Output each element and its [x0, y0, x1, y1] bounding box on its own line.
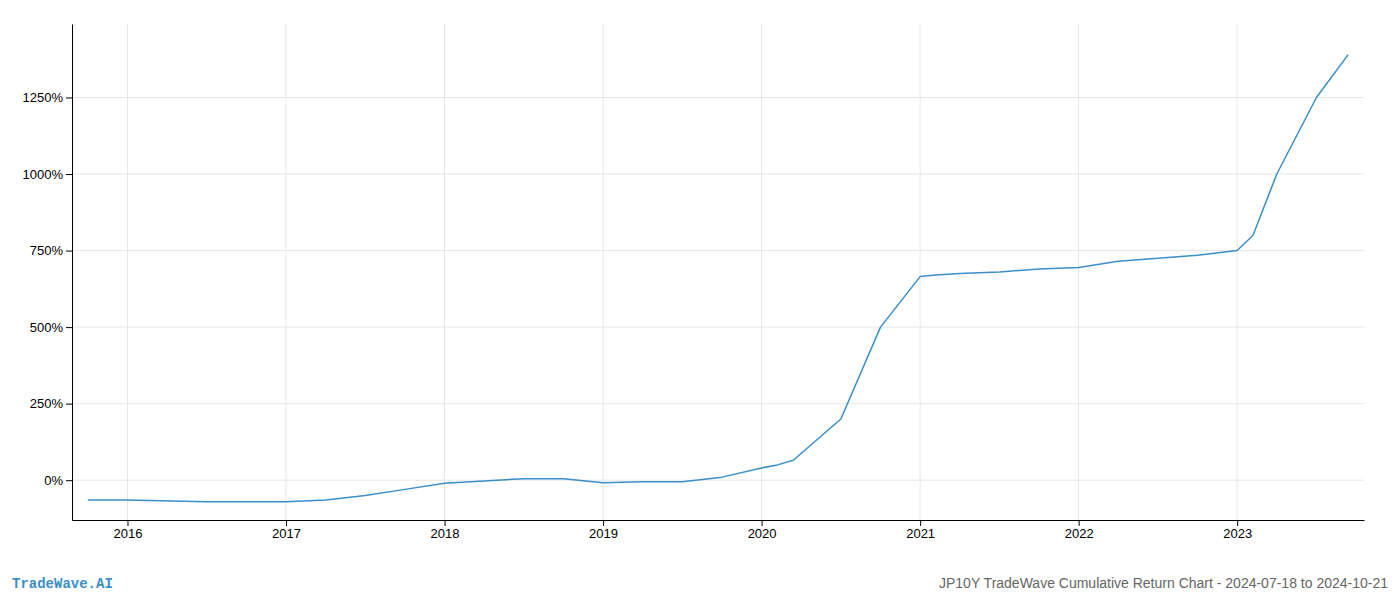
x-tick-mark	[286, 520, 287, 526]
x-tick-mark	[445, 520, 446, 526]
line	[88, 55, 1348, 502]
x-tick: 2018	[431, 520, 460, 541]
x-tick: 2017	[272, 520, 301, 541]
y-tick-label: 250%	[30, 396, 64, 411]
x-tick-label: 2016	[114, 526, 143, 541]
y-tick: 1250%	[23, 90, 72, 105]
marks	[88, 55, 1348, 502]
y-tick-mark	[66, 174, 72, 175]
grid-line-x	[127, 24, 128, 520]
grid-line-y	[72, 97, 1364, 98]
y-tick: 500%	[30, 320, 72, 335]
grid-line-y	[72, 480, 1364, 481]
title: JP10Y TradeWave Cumulative Return Chart …	[939, 575, 1388, 591]
x-tick-label: 2019	[589, 526, 618, 541]
y-tick-label: 750%	[30, 243, 64, 258]
x-tick-mark	[1079, 520, 1080, 526]
grid-line-y	[72, 403, 1364, 404]
x-tick-mark	[603, 520, 604, 526]
y-tick-label: 1000%	[23, 167, 64, 182]
y-axis: 0% 250% 500% 750% 1000% 1250%	[23, 25, 73, 521]
y-tick-mark	[66, 251, 72, 252]
grid-line-x	[1078, 24, 1079, 520]
grid-line-x	[761, 24, 762, 520]
grid-line-y	[72, 250, 1364, 251]
y-tick-mark	[66, 404, 72, 405]
x-tick-label: 2020	[748, 526, 777, 541]
grid-line-y	[72, 174, 1364, 175]
grid-line-x	[286, 24, 287, 520]
grid-line-x	[1237, 24, 1238, 520]
x-tick-mark	[762, 520, 763, 526]
x-tick: 2019	[589, 520, 618, 541]
plot-area: 2016 2017 2018 2019 2020 2021 2022 2023 0% 250% 50…	[23, 24, 1365, 541]
x-tick-mark	[1237, 520, 1238, 526]
y-tick-mark	[66, 97, 72, 98]
y-axis-line	[72, 25, 73, 521]
y-tick-label: 500%	[30, 320, 64, 335]
y-tick-mark	[66, 480, 72, 481]
grid-line-x	[444, 24, 445, 520]
x-axis: 2016 2017 2018 2019 2020 2021 2022 2023	[73, 520, 1365, 541]
y-tick: 750%	[30, 243, 72, 258]
x-tick: 2016	[114, 520, 143, 541]
x-tick-label: 2022	[1065, 526, 1094, 541]
x-tick: 2023	[1223, 520, 1252, 541]
grid-line-x	[603, 24, 604, 520]
x-tick-mark	[920, 520, 921, 526]
annotation: TradeWave.AI	[12, 576, 113, 592]
x-tick-mark	[127, 520, 128, 526]
y-tick: 0%	[44, 473, 72, 488]
x-tick: 2020	[748, 520, 777, 541]
y-tick: 1000%	[23, 167, 72, 182]
y-tick: 250%	[30, 396, 72, 411]
y-tick-label: 1250%	[23, 90, 64, 105]
y-tick-label: 0%	[44, 473, 63, 488]
grid-line-y	[72, 327, 1364, 328]
y-tick-mark	[66, 327, 72, 328]
chart: 2016 2017 2018 2019 2020 2021 2022 2023 0% 250% 50…	[0, 0, 1400, 600]
grid	[72, 24, 1364, 520]
x-tick-label: 2017	[272, 526, 301, 541]
x-tick-label: 2018	[431, 526, 460, 541]
x-axis-line	[73, 520, 1365, 521]
grid-line-x	[920, 24, 921, 520]
x-tick-label: 2023	[1223, 526, 1252, 541]
x-tick-label: 2021	[906, 526, 935, 541]
x-tick: 2021	[906, 520, 935, 541]
x-tick: 2022	[1065, 520, 1094, 541]
